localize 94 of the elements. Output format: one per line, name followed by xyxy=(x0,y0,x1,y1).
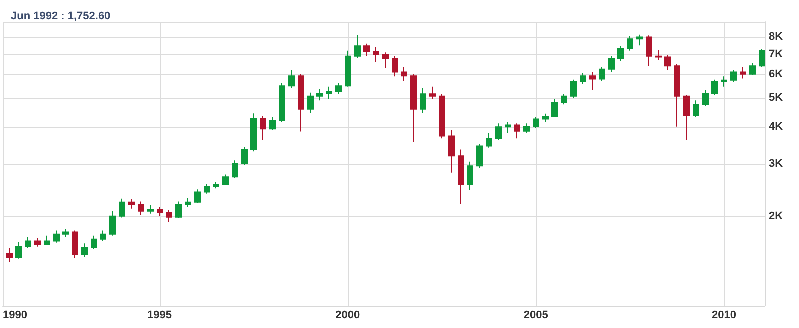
candlestick xyxy=(279,82,285,123)
candlestick xyxy=(702,90,709,106)
candlestick xyxy=(204,184,210,194)
candlestick xyxy=(326,86,332,100)
y-tick-label: 3K xyxy=(769,158,784,170)
candlestick xyxy=(514,123,520,140)
candlestick xyxy=(627,36,633,52)
candlestick xyxy=(655,49,662,61)
x-tick-label: 2010 xyxy=(712,310,736,322)
candlestick xyxy=(429,86,436,100)
annotation: Jun 1992 : 1,752.60 xyxy=(11,10,111,22)
candlestick xyxy=(373,46,379,63)
candlestick xyxy=(458,149,464,205)
candlestick xyxy=(109,210,116,236)
candlestick xyxy=(232,160,238,179)
candlestick xyxy=(561,94,567,106)
candlestick xyxy=(138,201,144,216)
x-tick-label: 2000 xyxy=(336,310,360,322)
candlestick xyxy=(580,72,586,85)
candlestick xyxy=(185,198,191,208)
candlestick xyxy=(533,116,539,129)
candlestick xyxy=(392,56,398,78)
candlestick xyxy=(44,235,50,246)
x-tick-label: 2005 xyxy=(524,310,548,322)
candlestick xyxy=(617,46,624,62)
candlestick xyxy=(316,88,323,102)
candlestick xyxy=(608,56,615,73)
candlestick xyxy=(505,122,511,134)
candlestick xyxy=(599,66,605,82)
candlestick xyxy=(759,48,765,68)
candlestick xyxy=(100,230,106,242)
candlestick xyxy=(260,115,266,141)
y-tick-label: 5K xyxy=(769,92,784,104)
candlestick xyxy=(335,82,342,95)
candlestick xyxy=(128,198,135,210)
y-tick-label: 6K xyxy=(769,68,784,80)
candlestick xyxy=(354,34,361,59)
candlestick xyxy=(53,230,60,244)
candlestick xyxy=(213,182,219,190)
candlestick xyxy=(401,66,407,82)
candlestick xyxy=(448,130,455,174)
candlestick xyxy=(25,236,31,250)
candlestick xyxy=(523,123,530,134)
candlestick xyxy=(542,113,549,123)
candlestick xyxy=(147,204,154,214)
y-tick-label: 2K xyxy=(769,210,784,222)
candlestick xyxy=(91,235,97,250)
y-tick-label: 8K xyxy=(769,31,784,44)
candlestick xyxy=(119,198,125,218)
candlestick xyxy=(476,144,483,169)
x-tick-label: 1995 xyxy=(148,310,172,322)
candlestick xyxy=(486,132,492,148)
candlestick xyxy=(420,88,426,114)
candlestick xyxy=(439,94,445,140)
candlestick xyxy=(166,210,172,223)
candlestick xyxy=(250,113,257,152)
candlestick xyxy=(711,79,718,96)
candlestick xyxy=(382,52,389,69)
candlestick xyxy=(664,54,671,71)
candlestick xyxy=(730,70,737,83)
candlestick xyxy=(307,92,314,114)
candlestick xyxy=(410,74,417,143)
y-tick-label: 7K xyxy=(769,48,784,60)
candlestick xyxy=(467,161,473,191)
x-tick-label: 1990 xyxy=(3,310,28,322)
candlestick xyxy=(589,72,596,91)
candlestick xyxy=(34,238,41,248)
candlestick xyxy=(222,174,229,186)
candlestick xyxy=(72,230,78,258)
candlestick xyxy=(269,116,276,131)
y-tick-label: 4K xyxy=(769,120,784,133)
candlestick xyxy=(740,66,746,80)
candlestick xyxy=(646,35,652,67)
candlestick xyxy=(749,62,756,76)
candlestick xyxy=(6,248,13,264)
candlestick xyxy=(15,242,22,260)
candlestick xyxy=(62,228,69,238)
candlestick xyxy=(175,201,182,219)
candlestick xyxy=(363,43,370,57)
candlestick xyxy=(693,100,699,118)
candlestick xyxy=(674,64,680,128)
candlestick xyxy=(345,50,351,88)
candlestick xyxy=(495,123,502,141)
candlestick xyxy=(683,94,690,141)
candlestick xyxy=(721,76,727,88)
candlestick xyxy=(288,70,295,89)
candlestick xyxy=(298,74,304,132)
candlestick xyxy=(157,206,163,217)
candlestick xyxy=(636,34,643,46)
candlestick xyxy=(81,243,88,258)
candlestick xyxy=(241,146,248,166)
candlestick xyxy=(570,79,577,98)
candlestick xyxy=(551,98,558,118)
candlestick xyxy=(194,189,201,204)
